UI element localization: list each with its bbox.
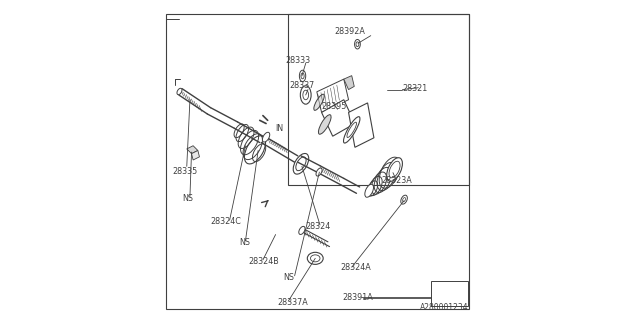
Ellipse shape <box>319 115 331 134</box>
Text: 28333: 28333 <box>285 56 310 65</box>
Ellipse shape <box>365 184 374 197</box>
Ellipse shape <box>177 88 182 95</box>
Ellipse shape <box>344 117 360 143</box>
Text: 28324C: 28324C <box>211 217 241 226</box>
Text: 28323A: 28323A <box>382 176 413 185</box>
Text: 28324B: 28324B <box>248 257 280 266</box>
Text: 28392A: 28392A <box>334 27 365 36</box>
Text: NS: NS <box>239 238 250 247</box>
Text: 28324: 28324 <box>306 222 331 231</box>
Ellipse shape <box>314 94 324 110</box>
Text: NS: NS <box>182 194 193 203</box>
Text: NS: NS <box>284 273 294 282</box>
Ellipse shape <box>262 132 269 142</box>
Polygon shape <box>191 150 200 160</box>
Text: 28337: 28337 <box>290 81 315 90</box>
Ellipse shape <box>355 39 360 49</box>
Polygon shape <box>344 76 355 90</box>
Ellipse shape <box>316 168 322 176</box>
Text: 28395: 28395 <box>321 101 347 111</box>
Ellipse shape <box>293 154 308 174</box>
Text: 28324A: 28324A <box>340 263 371 272</box>
Ellipse shape <box>299 226 305 235</box>
Text: 28335: 28335 <box>173 167 198 176</box>
Ellipse shape <box>387 158 403 181</box>
Polygon shape <box>321 100 355 136</box>
Text: IN: IN <box>275 124 283 133</box>
Text: 28337A: 28337A <box>277 298 308 307</box>
Text: 28391A: 28391A <box>342 293 373 302</box>
Ellipse shape <box>401 195 407 204</box>
Polygon shape <box>317 79 349 112</box>
Ellipse shape <box>300 70 306 82</box>
Text: A280001234: A280001234 <box>420 303 468 312</box>
Ellipse shape <box>300 86 311 104</box>
Polygon shape <box>349 103 374 147</box>
Polygon shape <box>187 146 198 154</box>
Ellipse shape <box>307 252 323 264</box>
Text: 28321: 28321 <box>403 84 428 93</box>
